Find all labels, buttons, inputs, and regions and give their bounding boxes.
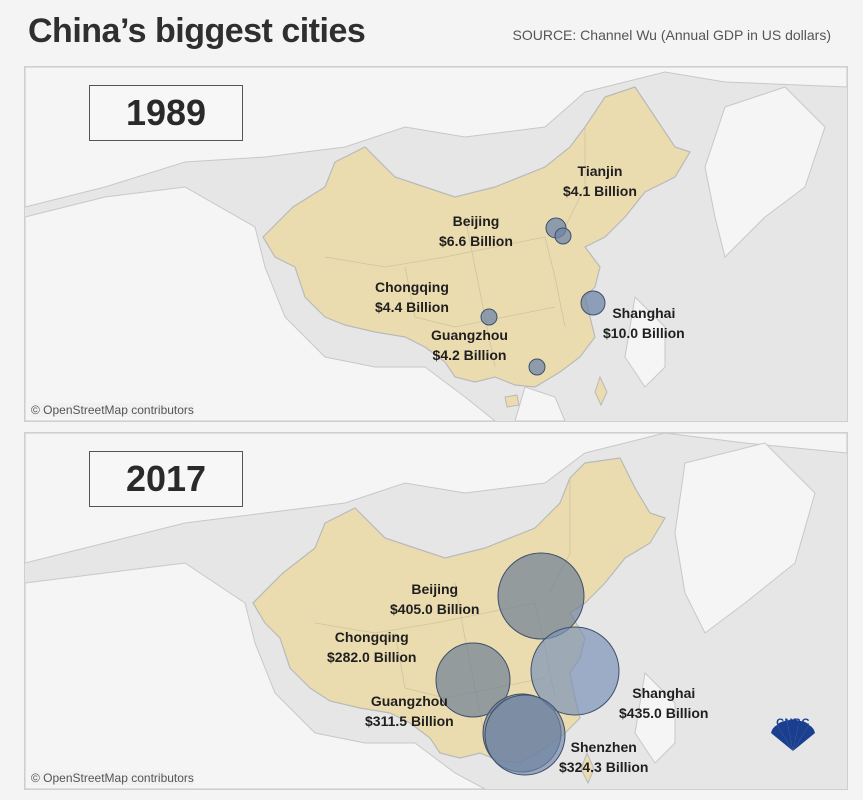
map-panel-1989[interactable]: 1989 Tianjin $4.1 Billion Beijing $6.6 B… (24, 66, 848, 422)
year-label: 1989 (89, 85, 243, 141)
city-label-shanghai: Shanghai $435.0 Billion (619, 683, 708, 723)
bubble-chongqing (480, 308, 498, 326)
city-name: Shanghai (632, 685, 696, 701)
city-label-shenzhen: Shenzhen $324.3 Billion (559, 737, 648, 777)
year-label: 2017 (89, 451, 243, 507)
city-label-chongqing: Chongqing $282.0 Billion (327, 627, 416, 667)
china-shape (262, 86, 691, 388)
city-gdp: $405.0 Billion (390, 601, 480, 617)
city-gdp: $4.2 Billion (432, 347, 507, 363)
bubble-guangzhou (528, 358, 546, 376)
source-note: SOURCE: Channel Wu (Annual GDP in US dol… (512, 27, 832, 43)
city-name: Beijing (411, 581, 459, 597)
city-gdp: $324.3 Billion (559, 759, 649, 775)
city-gdp: $4.1 Billion (563, 183, 637, 199)
bubble-shanghai (530, 626, 620, 716)
city-name: Tianjin (577, 163, 623, 179)
map-attribution[interactable]: © OpenStreetMap contributors (31, 403, 194, 417)
city-gdp: $311.5 Billion (365, 713, 454, 729)
map-attribution[interactable]: © OpenStreetMap contributors (31, 771, 194, 785)
city-gdp: $6.6 Billion (439, 233, 513, 249)
city-label-guangzhou: Guangzhou $311.5 Billion (365, 691, 454, 731)
city-label-tianjin: Tianjin $4.1 Billion (563, 161, 637, 201)
bubble-tianjin (554, 227, 572, 245)
map-panel-2017[interactable]: 2017 Beijing $405.0 Billion Chongqing $2… (24, 432, 848, 790)
city-name: Beijing (452, 213, 500, 229)
city-gdp: $435.0 Billion (619, 705, 709, 721)
city-name: Chongqing (375, 279, 449, 295)
city-label-guangzhou: Guangzhou $4.2 Billion (431, 325, 508, 365)
bubble-shenzhen (484, 694, 566, 776)
city-label-chongqing: Chongqing $4.4 Billion (375, 277, 449, 317)
peacock-icon (771, 719, 815, 751)
city-gdp: $282.0 Billion (327, 649, 417, 665)
city-name: Guangzhou (431, 327, 508, 343)
city-name: Chongqing (334, 629, 409, 645)
city-name: Shanghai (612, 305, 676, 321)
city-gdp: $10.0 Billion (603, 325, 685, 341)
bubble-shanghai (580, 290, 606, 316)
bubble-beijing (497, 552, 585, 640)
city-label-beijing: Beijing $405.0 Billion (390, 579, 479, 619)
city-label-beijing: Beijing $6.6 Billion (439, 211, 513, 251)
cnbc-logo: CNBC (765, 717, 821, 771)
city-name: Shenzhen (570, 739, 637, 755)
page-title: China’s biggest cities (28, 12, 366, 50)
city-name: Guangzhou (370, 693, 448, 709)
city-label-shanghai: Shanghai $10.0 Billion (603, 303, 685, 343)
city-gdp: $4.4 Billion (375, 299, 449, 315)
bubble-chongqing (435, 642, 511, 718)
